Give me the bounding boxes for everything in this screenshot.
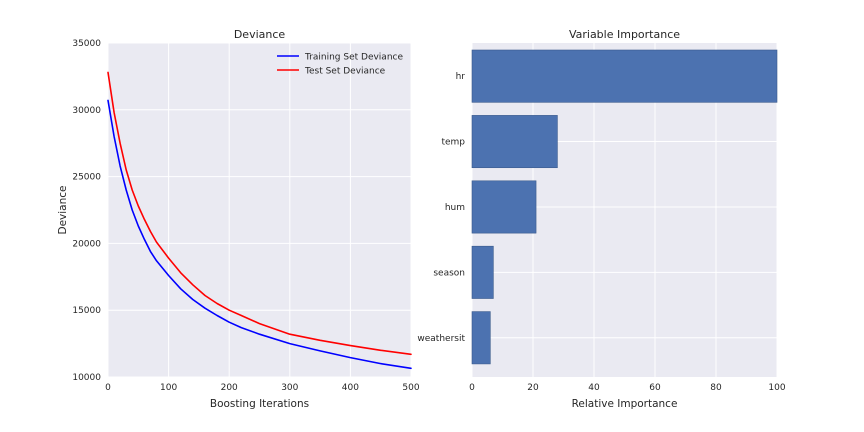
importance-x-tick-label: 80 (710, 383, 722, 393)
deviance-x-tick-label: 200 (221, 383, 238, 393)
deviance-x-ticks: 0 100 200 300 400 500 (105, 383, 420, 393)
importance-title: Variable Importance (569, 28, 680, 41)
importance-x-tick-label: 20 (527, 383, 539, 393)
deviance-y-ticks: 10000 15000 20000 25000 30000 35000 (72, 39, 101, 383)
deviance-x-tick-label: 100 (160, 383, 177, 393)
deviance-plot-area (108, 43, 411, 377)
deviance-y-tick-label: 10000 (72, 373, 101, 383)
legend-label-test: Test Set Deviance (304, 67, 386, 77)
deviance-chart: 0 100 200 300 400 500 10000 15000 20000 25000 300… (57, 28, 420, 410)
deviance-y-tick-label: 30000 (72, 106, 101, 116)
bar-temp (471, 115, 558, 169)
category-label-season: season (433, 268, 465, 278)
importance-x-tick-label: 40 (588, 383, 600, 393)
bar-season (471, 245, 494, 299)
deviance-x-tick-label: 300 (281, 383, 298, 393)
deviance-x-tick-label: 400 (342, 383, 359, 393)
deviance-title: Deviance (234, 28, 286, 41)
bar-hr (471, 49, 778, 103)
category-label-hum: hum (445, 203, 465, 213)
deviance-series (107, 71, 412, 370)
deviance-x-axis-label: Boosting Iterations (210, 398, 309, 410)
category-label-hr: hr (456, 72, 466, 82)
legend-label-training: Training Set Deviance (304, 53, 403, 63)
importance-chart: 0 20 40 60 80 100 hr temp hum season weathersit V… (417, 28, 785, 410)
importance-x-tick-label: 100 (768, 383, 785, 393)
importance-bars (471, 49, 778, 365)
importance-x-axis-label: Relative Importance (572, 398, 678, 410)
deviance-y-tick-label: 35000 (72, 39, 101, 49)
category-label-weathersit: weathersit (417, 334, 465, 344)
deviance-y-tick-label: 20000 (72, 239, 101, 249)
deviance-x-tick-label: 500 (402, 383, 419, 393)
deviance-x-tick-label: 0 (105, 383, 111, 393)
series-line-test-set-deviance (107, 71, 412, 356)
deviance-y-tick-label: 25000 (72, 173, 101, 183)
category-label-temp: temp (441, 138, 465, 148)
importance-x-tick-label: 60 (649, 383, 661, 393)
deviance-gridlines (107, 42, 412, 378)
deviance-legend: Training Set Deviance Test Set Deviance (277, 53, 403, 77)
importance-x-tick-label: 0 (469, 383, 475, 393)
deviance-y-axis-label: Deviance (57, 186, 69, 235)
series-line-training-set-deviance (107, 99, 412, 370)
importance-category-labels: hr temp hum season weathersit (417, 72, 465, 344)
deviance-y-tick-label: 15000 (72, 306, 101, 316)
bar-weathersit (471, 311, 491, 365)
bar-hum (471, 180, 537, 234)
importance-x-ticks: 0 20 40 60 80 100 (469, 383, 786, 393)
